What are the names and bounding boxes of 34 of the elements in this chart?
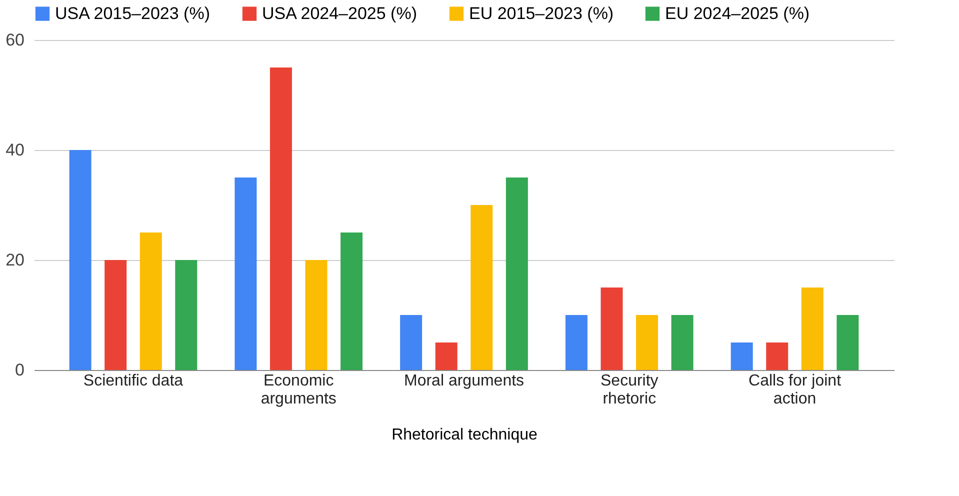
x-tick-label: Scientific data <box>83 372 184 390</box>
bar <box>104 260 127 370</box>
bar <box>766 342 788 370</box>
bar <box>435 342 458 370</box>
x-tick-label: Moral arguments <box>404 372 524 390</box>
y-tick-label: 20 <box>6 250 24 270</box>
bar <box>671 315 694 370</box>
y-tick-label: 40 <box>6 140 24 160</box>
bar <box>305 260 328 370</box>
x-axis-title: Rhetorical technique <box>392 426 538 444</box>
bar <box>836 315 859 370</box>
bar <box>270 68 292 370</box>
bar <box>340 232 363 370</box>
bar <box>470 205 493 370</box>
bar <box>175 260 198 370</box>
legend-label: EU 2024–2025 (%) <box>665 4 810 23</box>
bar <box>506 178 528 370</box>
bar <box>400 315 422 370</box>
bar <box>234 178 257 370</box>
bar <box>801 288 824 370</box>
bar <box>69 150 92 370</box>
legend-label: EU 2015–2023 (%) <box>469 4 614 23</box>
x-tick-label: Economic arguments <box>260 372 336 408</box>
bar <box>730 342 753 370</box>
y-tick-label: 60 <box>6 30 24 50</box>
legend-label: USA 2015–2023 (%) <box>55 4 210 23</box>
bar <box>636 315 658 370</box>
y-tick-label: 0 <box>15 360 24 380</box>
bar <box>600 288 623 370</box>
legend-label: USA 2024–2025 (%) <box>262 4 417 23</box>
x-tick-label: Calls for joint action <box>748 372 842 408</box>
bar <box>565 315 588 370</box>
x-tick-label: Security rhetoric <box>600 372 658 408</box>
bar <box>140 232 162 370</box>
